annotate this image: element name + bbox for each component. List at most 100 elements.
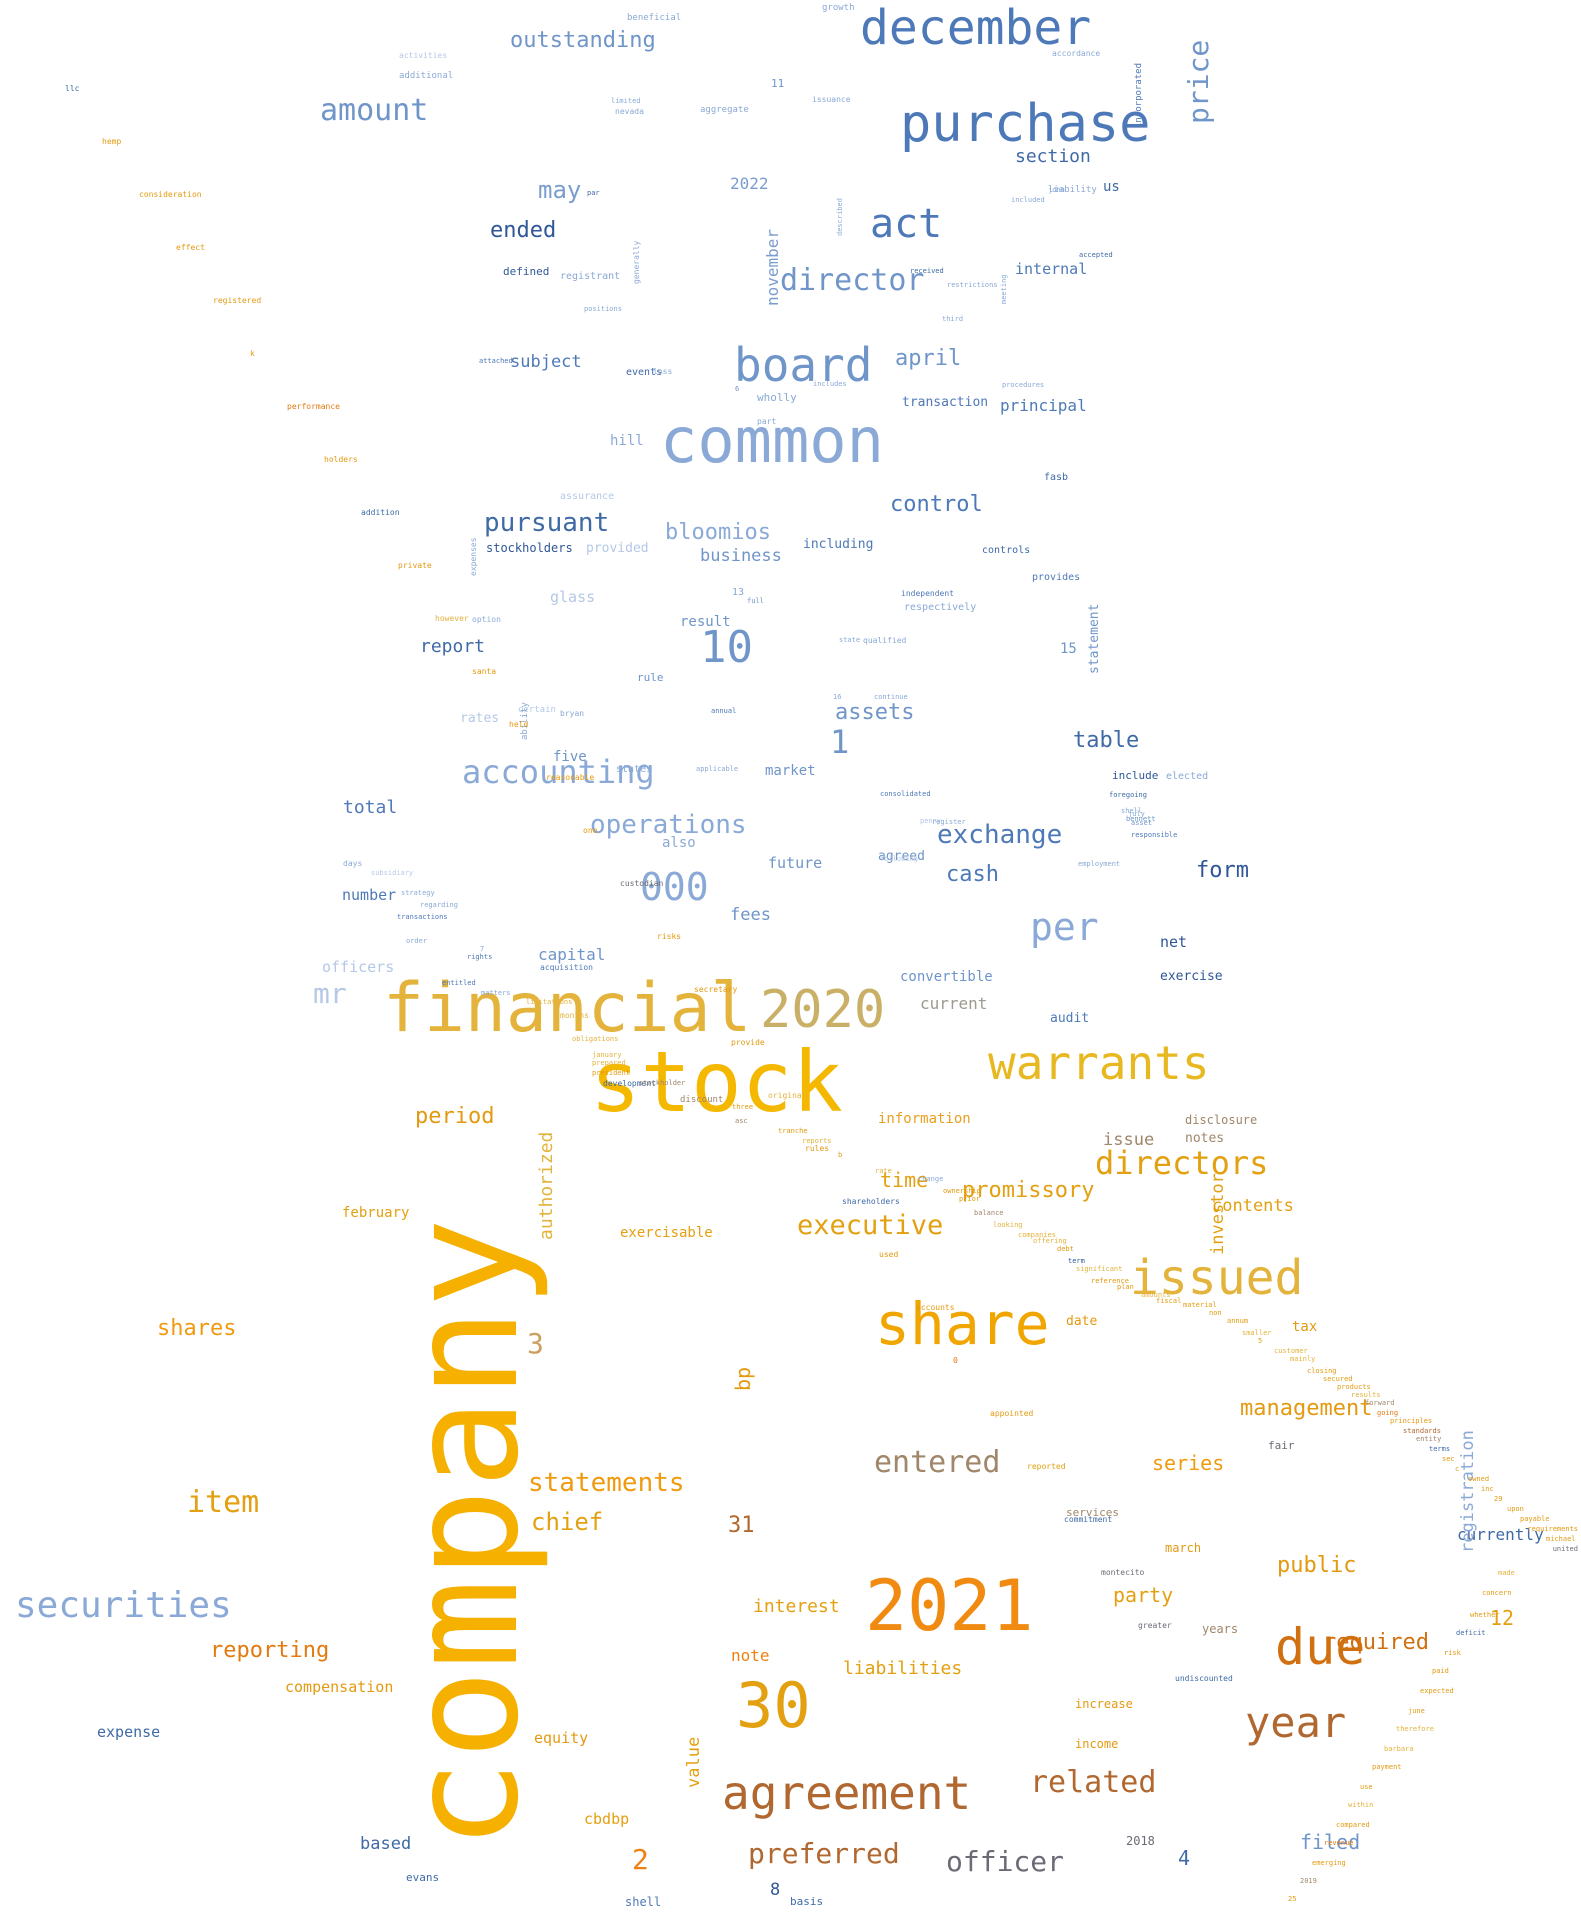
cloud-word: investor	[1208, 1173, 1228, 1255]
cloud-word: john	[1048, 186, 1065, 194]
cloud-word: april	[895, 346, 962, 371]
cloud-word: party	[1113, 1583, 1174, 1607]
cloud-word: defined	[503, 265, 550, 278]
cloud-word: net	[1160, 933, 1188, 951]
cloud-word: hill	[610, 433, 644, 449]
cloud-word: stockholder	[639, 1079, 686, 1087]
cloud-word: five	[553, 749, 587, 765]
cloud-word: meeting	[1000, 274, 1008, 304]
cloud-word: limitations	[526, 998, 573, 1006]
cloud-word: 10	[700, 622, 753, 673]
cloud-word: made	[1498, 1569, 1515, 1577]
cloud-word: b	[838, 1151, 843, 1159]
cloud-word: accounts	[916, 1303, 955, 1312]
cloud-word: provides	[1032, 572, 1081, 583]
cloud-word: 12	[1490, 1606, 1515, 1630]
cloud-word: one	[583, 826, 598, 835]
cloud-word: total	[343, 797, 398, 818]
cloud-word: years	[1202, 1622, 1239, 1636]
cloud-word: expected	[1420, 1687, 1454, 1695]
cloud-word: owned	[1468, 1475, 1490, 1483]
cloud-word: officer	[946, 1845, 1065, 1878]
cloud-word: disclosure	[1185, 1113, 1258, 1127]
cloud-word: principal	[1000, 396, 1087, 415]
cloud-word: financial	[383, 969, 752, 1048]
cloud-word: limited	[611, 97, 641, 105]
cloud-word: increase	[1075, 1697, 1133, 1711]
cloud-word: described	[836, 198, 844, 236]
cloud-word: 2022	[730, 174, 769, 193]
cloud-word: reasonable	[546, 773, 595, 782]
cloud-word: basis	[790, 1895, 824, 1908]
cloud-word: rate	[875, 1167, 892, 1175]
cloud-word: amount	[320, 93, 429, 128]
cloud-word: payable	[1520, 1515, 1550, 1523]
cloud-word: preferred	[748, 1837, 900, 1870]
cloud-word: restrictions	[947, 281, 998, 289]
cloud-word: fair	[1268, 1439, 1295, 1452]
cloud-word: income	[1075, 1737, 1119, 1751]
cloud-word: material	[1183, 1301, 1217, 1309]
cloud-word: principles	[1390, 1417, 1433, 1425]
cloud-word: june	[1408, 1707, 1425, 1715]
cloud-word: use	[1360, 1783, 1373, 1791]
cloud-word: deficit	[1456, 1629, 1486, 1637]
cloud-word: agreed	[878, 849, 925, 864]
cloud-word: independent	[901, 589, 954, 598]
cloud-word: going	[1377, 1409, 1399, 1417]
cloud-word: 7	[480, 945, 485, 953]
cloud-word: products	[1337, 1383, 1371, 1391]
cloud-word: incorporated	[1134, 62, 1144, 128]
cloud-word: notes	[1185, 1131, 1225, 1146]
cloud-word: customer	[1274, 1347, 1308, 1355]
cloud-word: reporting	[210, 1638, 330, 1663]
cloud-word: sec	[1442, 1455, 1455, 1463]
cloud-word: currently	[1457, 1525, 1544, 1544]
cloud-word: inc	[1481, 1485, 1494, 1493]
cloud-word: future	[768, 854, 823, 872]
cloud-word: price	[1182, 39, 1215, 124]
cloud-word: positions	[584, 305, 622, 313]
cloud-word: offering	[1033, 1237, 1067, 1245]
cloud-word: series	[1152, 1451, 1225, 1475]
cloud-word: internal	[1015, 260, 1088, 278]
cloud-word: fees	[730, 905, 771, 925]
cloud-word: issue	[1103, 1130, 1155, 1150]
cloud-word: cash	[946, 862, 999, 887]
cloud-word: 16	[833, 693, 842, 701]
cloud-word: report	[420, 636, 486, 657]
cloud-word: custodian	[620, 879, 664, 888]
cloud-word: fasb	[1044, 472, 1069, 483]
cloud-word: interest	[753, 1596, 840, 1617]
cloud-word: procedures	[1002, 381, 1045, 389]
cloud-word: concern	[1482, 1589, 1512, 1597]
cloud-word: services	[1066, 1506, 1119, 1519]
cloud-word: prior	[959, 1195, 981, 1203]
cloud-word: growth	[822, 3, 855, 13]
cloud-word: applicable	[696, 765, 739, 773]
cloud-word: march	[1165, 1541, 1202, 1555]
cloud-word: 2018	[1126, 1834, 1155, 1848]
cloud-word: control	[890, 492, 983, 517]
cloud-word: exercisable	[620, 1225, 713, 1241]
cloud-word: payment	[1372, 1763, 1402, 1771]
cloud-word: july	[1128, 810, 1145, 818]
cloud-word: shareholders	[842, 1197, 900, 1206]
cloud-word: therefore	[1396, 1725, 1434, 1733]
cloud-word: third	[942, 315, 964, 323]
cloud-word: officers	[322, 958, 395, 976]
cloud-word: regarding	[420, 901, 458, 909]
cloud-word: forward	[1365, 1399, 1395, 1407]
cloud-word: aggregate	[700, 105, 749, 115]
cloud-word: promissory	[962, 1178, 1095, 1203]
cloud-word: holders	[324, 455, 358, 464]
cloud-word: exercise	[1160, 969, 1223, 984]
cloud-word: registration	[1458, 1430, 1478, 1553]
cloud-word: states	[616, 764, 653, 775]
cloud-word: reports	[802, 1137, 832, 1145]
cloud-word: share	[875, 1290, 1050, 1358]
cloud-word: rules	[805, 1144, 830, 1153]
cloud-word: provide	[731, 1038, 765, 1047]
cloud-word: wholly	[757, 391, 797, 404]
